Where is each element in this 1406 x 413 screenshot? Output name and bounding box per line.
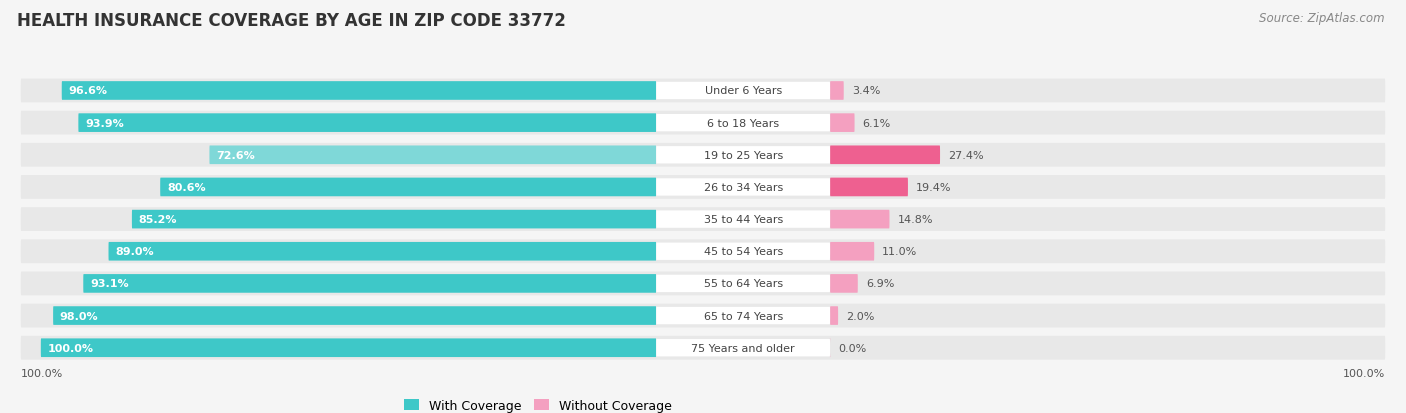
FancyBboxPatch shape: [132, 210, 657, 229]
FancyBboxPatch shape: [657, 339, 830, 356]
FancyBboxPatch shape: [657, 243, 830, 260]
Text: 55 to 64 Years: 55 to 64 Years: [703, 279, 783, 289]
Text: 85.2%: 85.2%: [139, 215, 177, 225]
FancyBboxPatch shape: [830, 306, 838, 325]
Text: 14.8%: 14.8%: [897, 215, 934, 225]
Text: 19 to 25 Years: 19 to 25 Years: [703, 150, 783, 160]
FancyBboxPatch shape: [21, 240, 1385, 263]
Text: 80.6%: 80.6%: [167, 183, 205, 192]
FancyBboxPatch shape: [21, 336, 1385, 360]
FancyBboxPatch shape: [657, 307, 830, 325]
Text: 93.9%: 93.9%: [84, 119, 124, 128]
FancyBboxPatch shape: [79, 114, 657, 133]
FancyBboxPatch shape: [21, 176, 1385, 199]
FancyBboxPatch shape: [83, 274, 657, 293]
Text: 98.0%: 98.0%: [60, 311, 98, 321]
FancyBboxPatch shape: [830, 178, 908, 197]
Text: 6 to 18 Years: 6 to 18 Years: [707, 119, 779, 128]
FancyBboxPatch shape: [209, 146, 657, 165]
FancyBboxPatch shape: [53, 306, 657, 325]
FancyBboxPatch shape: [830, 242, 875, 261]
FancyBboxPatch shape: [108, 242, 657, 261]
Text: HEALTH INSURANCE COVERAGE BY AGE IN ZIP CODE 33772: HEALTH INSURANCE COVERAGE BY AGE IN ZIP …: [17, 12, 565, 30]
FancyBboxPatch shape: [657, 83, 830, 100]
FancyBboxPatch shape: [62, 82, 657, 100]
Text: 2.0%: 2.0%: [846, 311, 875, 321]
Text: 27.4%: 27.4%: [948, 150, 984, 160]
Text: 3.4%: 3.4%: [852, 86, 880, 96]
Text: 96.6%: 96.6%: [69, 86, 107, 96]
FancyBboxPatch shape: [830, 114, 855, 133]
Text: 100.0%: 100.0%: [48, 343, 94, 353]
Text: Under 6 Years: Under 6 Years: [704, 86, 782, 96]
FancyBboxPatch shape: [21, 144, 1385, 167]
Text: 11.0%: 11.0%: [882, 247, 918, 256]
FancyBboxPatch shape: [21, 272, 1385, 296]
Text: 45 to 54 Years: 45 to 54 Years: [703, 247, 783, 256]
FancyBboxPatch shape: [830, 82, 844, 100]
Text: 89.0%: 89.0%: [115, 247, 153, 256]
FancyBboxPatch shape: [657, 275, 830, 292]
FancyBboxPatch shape: [21, 208, 1385, 231]
FancyBboxPatch shape: [657, 115, 830, 132]
FancyBboxPatch shape: [21, 112, 1385, 135]
Text: 19.4%: 19.4%: [915, 183, 952, 192]
FancyBboxPatch shape: [830, 146, 941, 165]
FancyBboxPatch shape: [21, 79, 1385, 103]
Text: 75 Years and older: 75 Years and older: [692, 343, 794, 353]
Text: 93.1%: 93.1%: [90, 279, 128, 289]
Text: 100.0%: 100.0%: [1343, 368, 1385, 378]
Text: 0.0%: 0.0%: [838, 343, 866, 353]
Text: 6.1%: 6.1%: [863, 119, 891, 128]
Text: 72.6%: 72.6%: [217, 150, 254, 160]
Text: 35 to 44 Years: 35 to 44 Years: [703, 215, 783, 225]
FancyBboxPatch shape: [41, 339, 657, 357]
Text: 26 to 34 Years: 26 to 34 Years: [703, 183, 783, 192]
Text: 65 to 74 Years: 65 to 74 Years: [703, 311, 783, 321]
Text: 100.0%: 100.0%: [21, 368, 63, 378]
FancyBboxPatch shape: [160, 178, 657, 197]
FancyBboxPatch shape: [657, 179, 830, 196]
FancyBboxPatch shape: [830, 274, 858, 293]
FancyBboxPatch shape: [657, 147, 830, 164]
FancyBboxPatch shape: [657, 211, 830, 228]
FancyBboxPatch shape: [830, 210, 890, 229]
Text: Source: ZipAtlas.com: Source: ZipAtlas.com: [1260, 12, 1385, 25]
FancyBboxPatch shape: [21, 304, 1385, 328]
Legend: With Coverage, Without Coverage: With Coverage, Without Coverage: [399, 394, 676, 413]
Text: 6.9%: 6.9%: [866, 279, 894, 289]
